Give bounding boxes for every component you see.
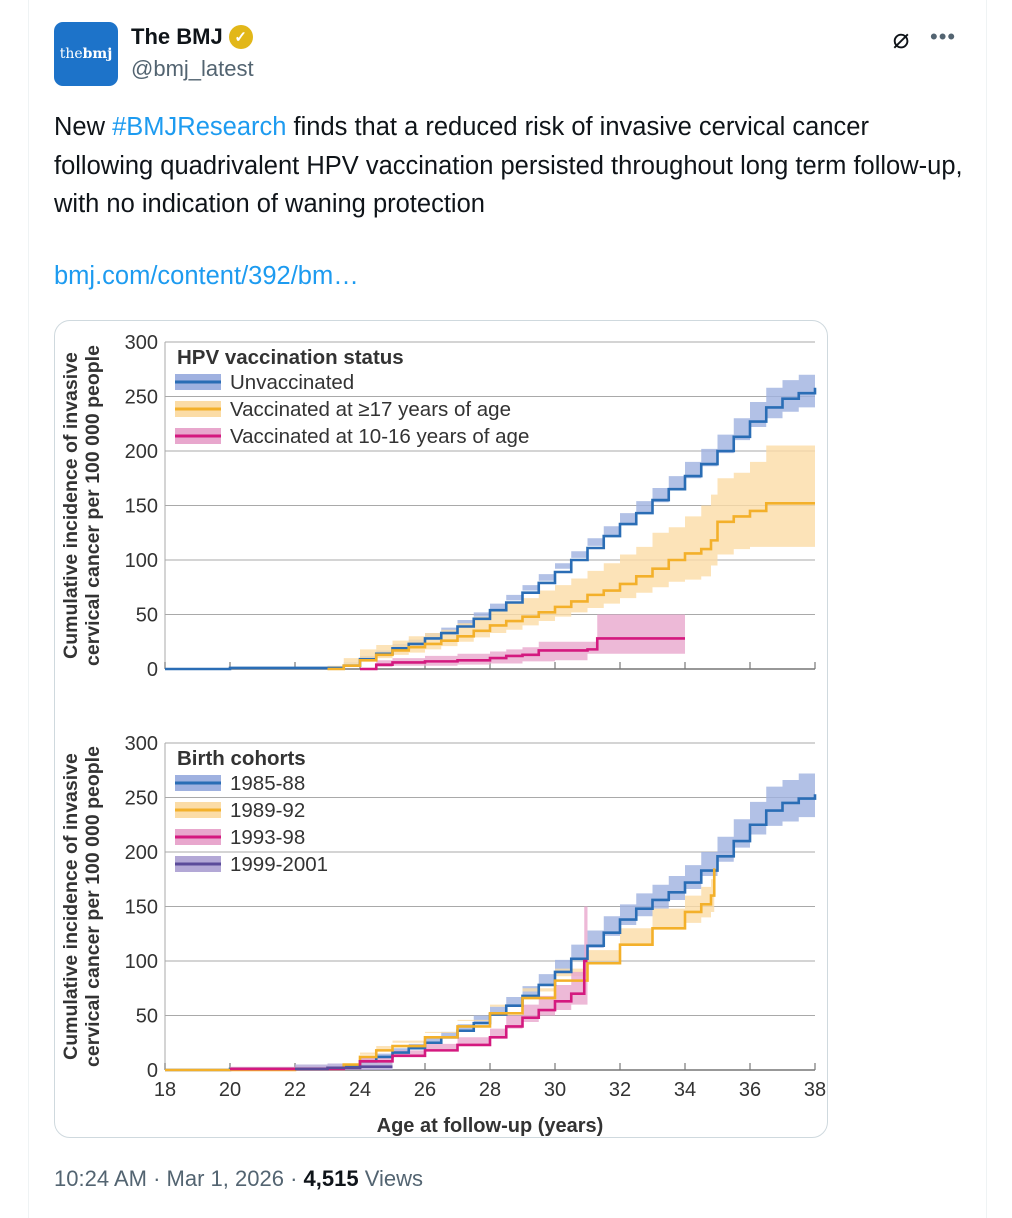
chart-panel-bottom: 0 50 100 150 200 250 300 18 20 22 24 26 28 30 32 34 36 38… [60, 733, 826, 1137]
legend-label: 1985-88 [230, 772, 305, 795]
series-line [295, 1065, 393, 1071]
tweet-text-start: New [54, 113, 113, 141]
y-tick-label: 250 [125, 387, 158, 409]
x-tick-label: 18 [154, 1079, 176, 1101]
x-tick-label: 36 [739, 1079, 761, 1101]
y-tick-label: 50 [136, 605, 158, 627]
series-line [165, 868, 716, 1072]
separator: · [290, 1166, 298, 1191]
tweet-time[interactable]: 10:24 AM [54, 1166, 147, 1191]
y-axis-label: cervical cancer per 100 000 people [82, 345, 104, 666]
confidence-band [165, 769, 815, 1070]
views-label: Views [364, 1166, 423, 1191]
tweet-text: New #BMJResearch finds that a reduced ri… [54, 108, 964, 224]
x-tick-label: 30 [544, 1079, 566, 1101]
series-line [360, 637, 685, 671]
confidence-band [360, 614, 685, 669]
y-tick-label: 150 [125, 897, 158, 919]
legend-label: Unvaccinated [230, 371, 354, 394]
y-tick-label: 200 [125, 441, 158, 463]
legend-label: 1989-92 [230, 799, 305, 822]
legend-title: Birth cohorts [177, 747, 306, 770]
x-tick-label: 22 [284, 1079, 306, 1101]
y-tick-label: 300 [125, 733, 158, 755]
y-tick-label: 0 [147, 659, 158, 681]
chart-panel-top: 0 50 100 150 200 250 300 Cumulative incidence o… [60, 332, 817, 681]
y-tick-label: 0 [147, 1060, 158, 1082]
series-line [327, 502, 815, 671]
legend-label: Vaccinated at 10-16 years of age [230, 425, 529, 448]
legend-label: 1993-98 [230, 826, 305, 849]
author-handle[interactable]: @bmj_latest [131, 56, 254, 81]
legend-label: 1999-2001 [230, 853, 328, 876]
avatar-logo-light: the [59, 46, 83, 62]
y-tick-label: 150 [125, 496, 158, 518]
article-link[interactable]: bmj.com/content/392/bm… [54, 262, 359, 290]
more-options-icon[interactable]: ••• [930, 24, 957, 49]
hashtag-link[interactable]: #BMJResearch [112, 113, 287, 141]
x-tick-label: 34 [674, 1079, 696, 1101]
x-tick-label: 28 [479, 1079, 501, 1101]
confidence-band [327, 445, 815, 669]
tweet-text-rest: finds that a reduced risk of invasive ce… [54, 113, 963, 218]
tweet-container [28, 0, 987, 1218]
chart-image[interactable]: 0 50 100 150 200 250 300 Cumulative incidence o… [54, 320, 828, 1138]
author-name-row[interactable]: The BMJ ✓ [131, 24, 253, 50]
y-tick-label: 300 [125, 332, 158, 354]
y-tick-label: 50 [136, 1006, 158, 1028]
legend-label: Vaccinated at ≥17 years of age [230, 398, 511, 421]
x-tick-label: 32 [609, 1079, 631, 1101]
y-tick-label: 100 [125, 550, 158, 572]
x-tick-label: 24 [349, 1079, 371, 1101]
x-axis-label: Age at follow-up (years) [377, 1115, 604, 1137]
y-tick-label: 250 [125, 788, 158, 810]
y-axis-label: Cumulative incidence of invasive [60, 753, 82, 1060]
x-tick-label: 38 [804, 1079, 826, 1101]
x-tick-label: 26 [414, 1079, 436, 1101]
separator: · [153, 1166, 161, 1191]
author-name[interactable]: The BMJ [131, 24, 223, 49]
grok-icon[interactable]: ⌀ [892, 23, 910, 54]
y-axis-label: cervical cancer per 100 000 people [82, 746, 104, 1067]
legend-title: HPV vaccination status [177, 346, 404, 369]
verified-badge-icon: ✓ [228, 25, 253, 49]
tweet-meta: 10:24 AM · Mar 1, 2026 · 4,515 Views [54, 1166, 423, 1192]
y-tick-label: 200 [125, 842, 158, 864]
avatar-logo-bold: bmj [82, 46, 113, 62]
series-line [165, 794, 817, 1072]
avatar[interactable]: the bmj [54, 22, 118, 86]
views-count: 4,515 [303, 1166, 359, 1191]
y-tick-label: 100 [125, 951, 158, 973]
x-tick-label: 20 [219, 1079, 241, 1101]
y-axis-label: Cumulative incidence of invasive [60, 352, 82, 659]
tweet-date[interactable]: Mar 1, 2026 [166, 1166, 284, 1191]
confidence-band [230, 906, 588, 1070]
